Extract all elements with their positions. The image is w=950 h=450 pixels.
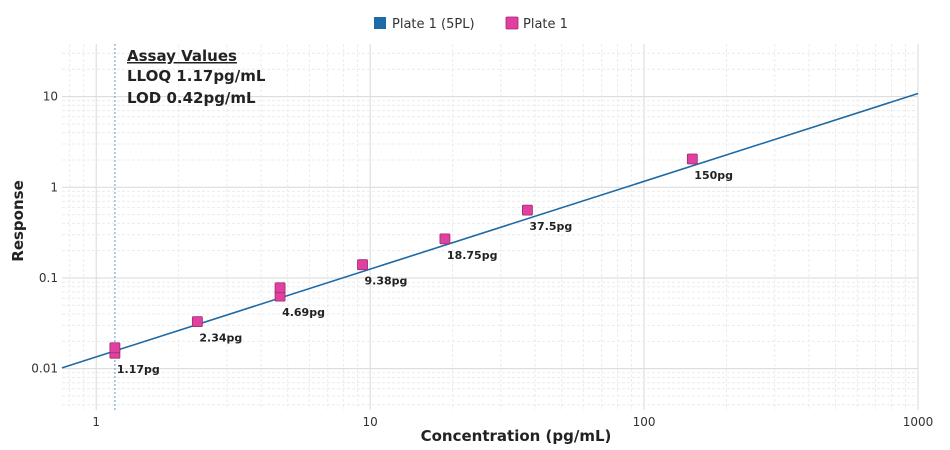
data-label: 18.75pg	[447, 249, 498, 262]
data-point[interactable]	[686, 153, 698, 165]
legend-swatch-fit	[374, 17, 386, 29]
fit-curve	[61, 92, 919, 369]
legend[interactable]: Plate 1 (5PL) Plate 1	[374, 16, 568, 32]
data-point[interactable]	[357, 259, 368, 271]
data-label: 9.38pg	[365, 275, 408, 288]
data-point[interactable]	[521, 204, 533, 216]
y-axis-title: Response	[9, 180, 27, 261]
data-label: 37.5pg	[529, 220, 572, 233]
y-tick-label: 1	[50, 180, 58, 194]
annotation-lod: LOD 0.42pg/mL	[127, 89, 256, 107]
data-label: 1.17pg	[117, 363, 160, 376]
data-point[interactable]	[274, 282, 286, 294]
y-axis-ticks: 0.01 0.1 1 10	[31, 90, 58, 376]
assay-values-annotation: Assay Values LLOQ 1.17pg/mL LOD 0.42pg/m…	[127, 47, 266, 107]
annotation-lloq: LLOQ 1.17pg/mL	[127, 67, 266, 85]
y-tick-label: 0.01	[31, 362, 58, 376]
point-labels: 1.17pg 2.34pg 4.69pg 9.38pg 18.75pg 37.5pg 150…	[117, 169, 733, 376]
grid	[62, 44, 919, 410]
y-tick-label: 0.1	[39, 271, 58, 285]
x-axis-title: Concentration (pg/mL)	[421, 427, 612, 445]
data-label: 150pg	[694, 169, 733, 182]
data-label: 2.34pg	[199, 332, 242, 345]
data-point[interactable]	[109, 342, 121, 354]
x-tick-label: 10	[363, 415, 378, 429]
data-markers	[109, 153, 698, 359]
x-tick-label: 100	[633, 415, 656, 429]
legend-swatch-markers	[505, 16, 519, 30]
legend-label-markers: Plate 1	[523, 17, 568, 32]
data-label: 4.69pg	[282, 306, 325, 319]
x-tick-label: 1000	[903, 415, 934, 429]
x-tick-label: 1	[92, 415, 100, 429]
legend-label-fit: Plate 1 (5PL)	[392, 17, 475, 32]
annotation-title: Assay Values	[127, 47, 237, 65]
y-tick-label: 10	[43, 90, 58, 104]
data-point[interactable]	[191, 316, 203, 328]
x-axis-ticks: 1 10 100 1000	[92, 415, 933, 429]
data-point[interactable]	[439, 233, 451, 245]
